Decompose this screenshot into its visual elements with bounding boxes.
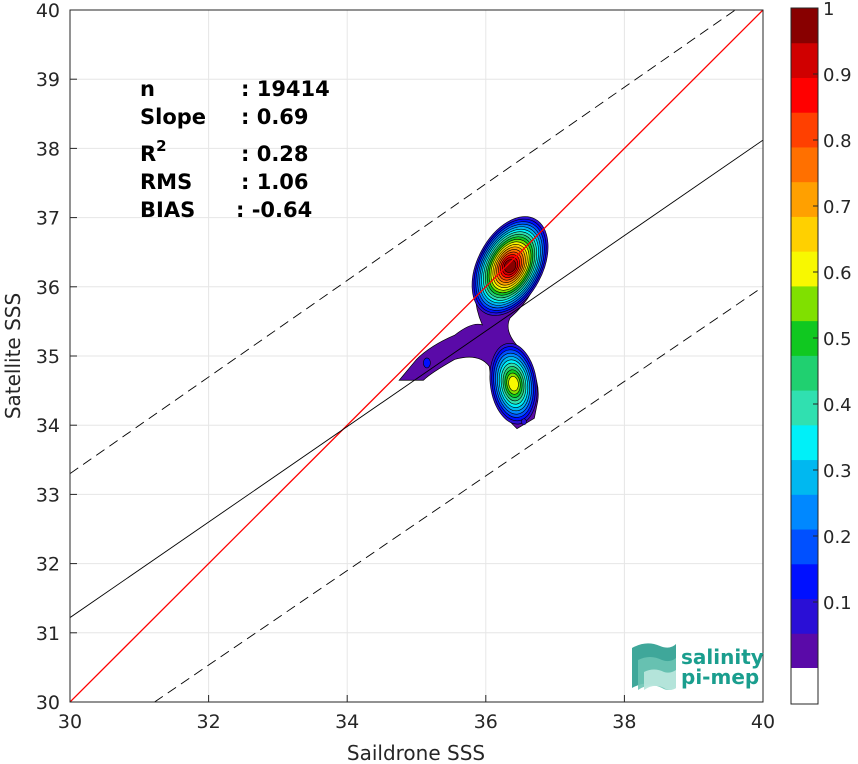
x-tick-label: 36 <box>474 711 498 733</box>
y-tick-label: 33 <box>36 484 60 506</box>
x-tick-label: 40 <box>751 711 775 733</box>
colorbar-segment <box>791 112 818 148</box>
colorbar-tick-label: 1 <box>823 0 834 20</box>
colorbar-zero-segment <box>791 668 818 704</box>
stat-value: : 0.28 <box>241 142 309 166</box>
stat-value: : -0.64 <box>236 198 312 222</box>
colorbar-segment <box>791 424 818 461</box>
grid-lines <box>69 9 764 703</box>
colorbar-segment <box>791 146 818 183</box>
colorbar-segment <box>791 216 818 252</box>
colorbar-segment <box>791 390 818 426</box>
colorbar-frame <box>790 7 819 705</box>
colorbar-segment <box>791 633 818 669</box>
colorbar-segment <box>791 459 818 495</box>
colorbar-tick-label: 0.5 <box>823 329 852 350</box>
stat-label: R2 <box>140 137 167 166</box>
upper-line <box>70 10 736 475</box>
colorbar-tick-label: 0.2 <box>823 527 852 548</box>
reference-lines <box>70 10 763 702</box>
colorbar-tick-label: 0.8 <box>823 131 852 152</box>
stat-label: n <box>140 77 155 101</box>
statistics-panel: n : 19414 Slope : 0.69 R2 : 0.28 RMS : 1.06 BIAS… <box>140 77 330 222</box>
colorbar-segment <box>791 355 818 391</box>
colorbar-segment <box>791 563 818 600</box>
y-tick-label: 37 <box>36 208 60 230</box>
y-tick-label: 35 <box>36 346 60 368</box>
x-tick-label: 30 <box>58 711 82 733</box>
colorbar-segment <box>791 529 818 565</box>
stat-label: RMS <box>140 170 192 194</box>
logo-line2: pi-mep <box>681 665 759 689</box>
colorbar-tick-label: 0.1 <box>823 593 852 614</box>
colorbar: 0.1 0.2 0.3 0.4 0.5 0.6 0.7 0.8 0.9 1 <box>790 0 852 705</box>
salinity-pi-mep-logo: salinity pi-mep <box>632 643 764 690</box>
lower-line <box>154 286 763 702</box>
colorbar-segment <box>791 494 818 530</box>
colorbar-tick-label: 0.9 <box>823 65 852 86</box>
y-tick-label: 39 <box>36 69 60 91</box>
y-axis-label: Satellite SSS <box>1 293 25 419</box>
wave-logo-icon <box>632 643 676 690</box>
stat-value: : 1.06 <box>241 170 309 194</box>
colorbar-tick-label: 0.4 <box>823 395 852 416</box>
density-level-lower <box>508 376 519 392</box>
x-tick-label: 38 <box>612 711 636 733</box>
colorbar-segment <box>791 8 818 44</box>
colorbar-segment <box>791 598 818 634</box>
y-tick-label: 31 <box>36 623 60 645</box>
y-tick-label: 38 <box>36 138 60 160</box>
y-tick-label: 36 <box>36 277 60 299</box>
colorbar-tick-label: 0.7 <box>823 197 852 218</box>
logo-line1: salinity <box>681 645 764 669</box>
y-tick-label: 40 <box>36 0 60 22</box>
y-tick-label: 30 <box>36 692 60 714</box>
colorbar-segment <box>791 285 818 322</box>
fit-line <box>70 139 763 618</box>
stat-value: : 0.69 <box>241 105 309 129</box>
y-axis-ticks: 30 31 32 33 34 35 36 37 38 39 40 <box>36 0 77 714</box>
colorbar-segment <box>791 77 818 113</box>
colorbar-segment <box>791 251 818 287</box>
x-axis-label: Saildrone SSS <box>347 741 485 764</box>
y-tick-label: 32 <box>36 554 60 576</box>
stat-label: Slope <box>140 105 206 129</box>
x-tick-label: 32 <box>197 711 221 733</box>
stat-value: : 19414 <box>241 77 330 101</box>
1:1-line <box>70 10 763 702</box>
density-level-left-spot <box>423 357 431 369</box>
density-level-bottom-spot <box>521 418 527 426</box>
colorbar-segment <box>791 181 818 217</box>
colorbar-segment <box>791 42 818 78</box>
colorbar-tick-label: 0.3 <box>823 461 852 482</box>
y-tick-label: 34 <box>36 415 60 437</box>
x-axis-ticks: 30 32 34 36 38 40 <box>58 695 775 733</box>
stat-label: BIAS <box>140 198 195 222</box>
x-tick-label: 34 <box>335 711 359 733</box>
colorbar-tick-label: 0.6 <box>823 263 852 284</box>
